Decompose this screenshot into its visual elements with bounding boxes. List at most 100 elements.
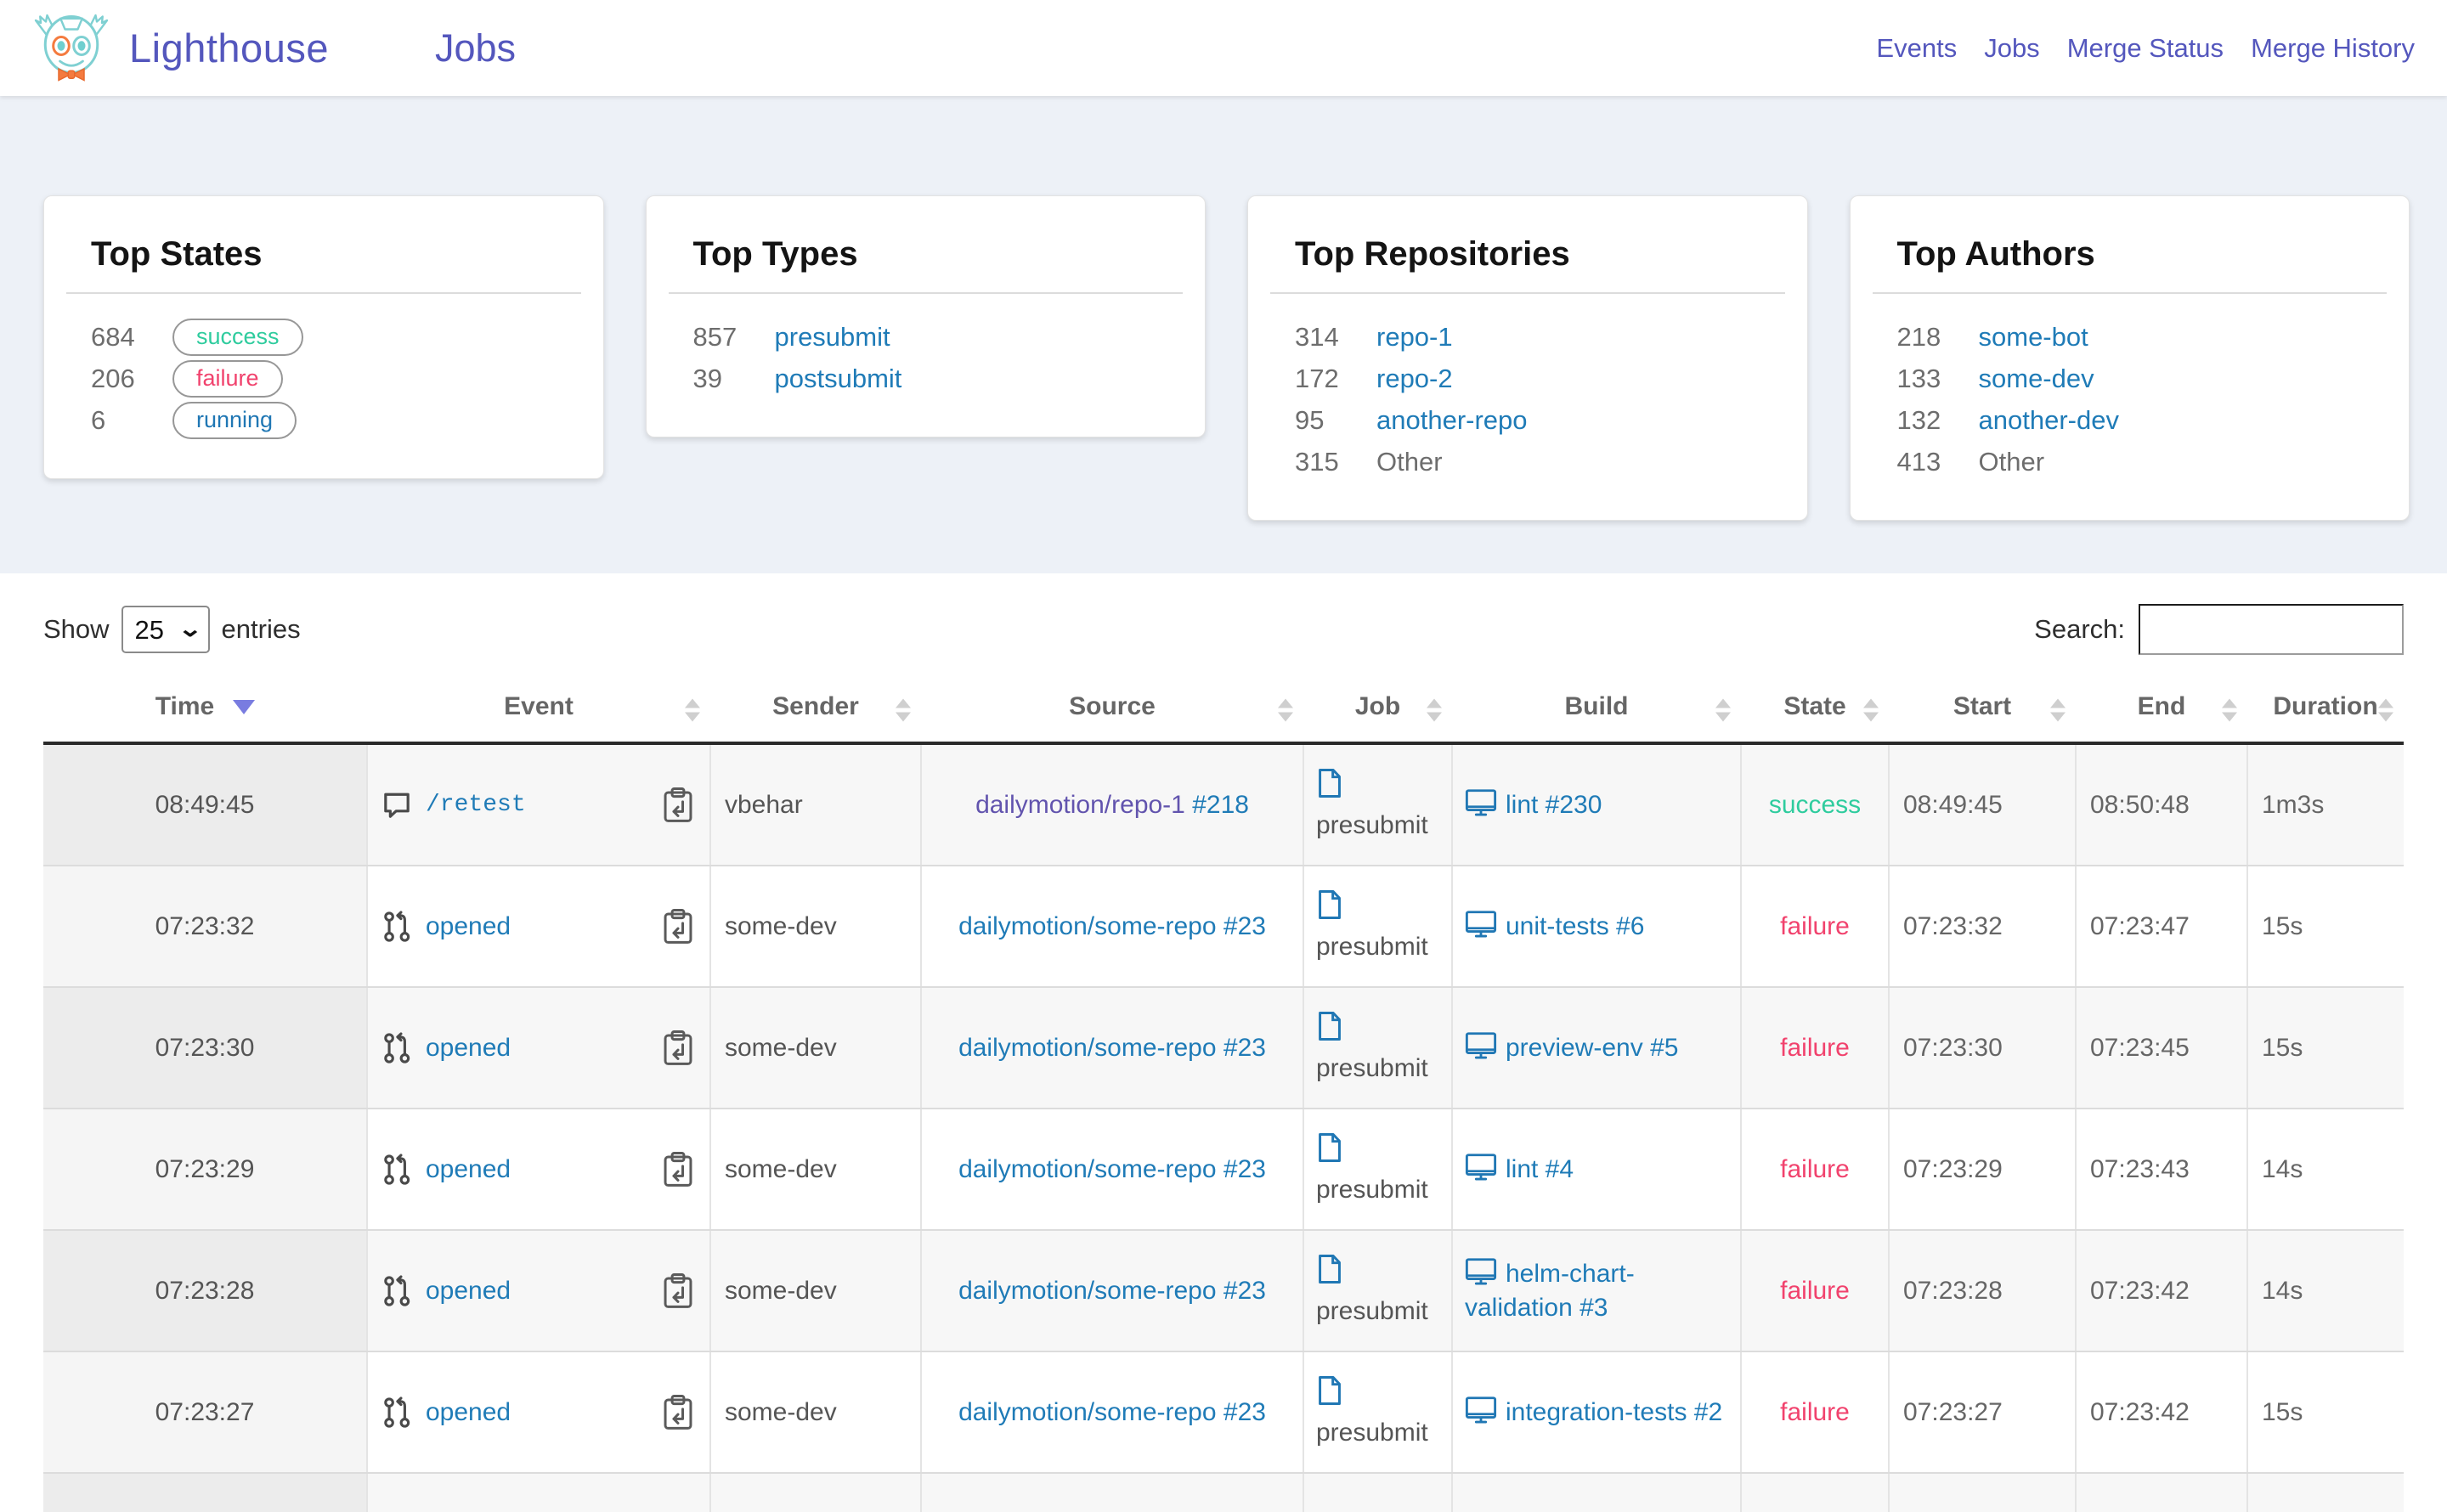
event-link[interactable]: opened — [426, 1276, 511, 1305]
card-top-states: Top States 684 success 206 failure 6 running — [43, 195, 604, 479]
card-item: 172 repo-2 — [1295, 358, 1760, 399]
file-icon — [1316, 1254, 1343, 1291]
build-link[interactable]: integration-tests #2 — [1506, 1397, 1723, 1426]
cell-event: opened — [366, 866, 710, 988]
cell-end: 07:23:43 — [2075, 1109, 2247, 1231]
nav-jobs-current[interactable]: Jobs — [434, 25, 517, 70]
source-link[interactable]: dailymotion/repo-1 #218 — [975, 790, 1249, 819]
search-control: Search: — [2034, 604, 2404, 655]
item-link[interactable]: repo-2 — [1376, 363, 1453, 393]
column-header-time[interactable]: Time — [43, 679, 367, 743]
page-size-select[interactable]: 25 — [121, 606, 210, 653]
card-divider — [1270, 292, 1785, 294]
cell-state: failure — [1740, 866, 1889, 988]
card-item: 132 another-dev — [1897, 399, 2363, 441]
top-nav-link-events[interactable]: Events — [1876, 32, 1958, 63]
pull-request-icon — [381, 1274, 412, 1307]
sort-both-icon — [1278, 698, 1293, 722]
item-link[interactable]: presubmit — [774, 321, 890, 352]
item-count: 172 — [1295, 363, 1339, 393]
clipboard-icon[interactable] — [660, 1029, 696, 1068]
event-link[interactable]: /retest — [426, 792, 526, 818]
event-link[interactable]: opened — [426, 911, 511, 940]
item-link[interactable]: repo-1 — [1376, 321, 1453, 352]
item-link[interactable]: another-repo — [1376, 404, 1528, 435]
clipboard-icon[interactable] — [660, 907, 696, 946]
entries-label: entries — [221, 614, 301, 644]
cell-source: dailymotion/some-repo #23 — [920, 1109, 1303, 1231]
sort-both-icon — [2222, 698, 2237, 722]
column-label: Sender — [772, 692, 859, 720]
item-link[interactable]: postsubmit — [774, 363, 902, 393]
source-link[interactable]: dailymotion/some-repo #23 — [958, 1033, 1266, 1062]
clipboard-icon[interactable] — [660, 1150, 696, 1189]
top-nav-link-merge-history[interactable]: Merge History — [2251, 32, 2415, 63]
event-link[interactable]: opened — [426, 1033, 511, 1062]
item-count: 133 — [1896, 363, 1941, 393]
cell-event: /retest — [366, 743, 710, 866]
cell-end: 08:50:48 — [2075, 743, 2247, 866]
cell-build: preview-env #5 — [1451, 987, 1741, 1109]
comment-icon — [381, 791, 412, 820]
item-link[interactable]: some-bot — [1978, 321, 2088, 352]
column-header-sender[interactable]: Sender — [710, 679, 921, 743]
item-count: 39 — [692, 363, 722, 393]
event-link[interactable]: opened — [426, 1154, 511, 1183]
sort-both-icon — [896, 698, 911, 722]
item-link[interactable]: another-dev — [1978, 404, 2119, 435]
brand[interactable]: Lighthouse — [31, 5, 329, 91]
item-count: 132 — [1896, 404, 1941, 435]
column-header-state[interactable]: State — [1741, 679, 1889, 743]
clipboard-icon[interactable] — [660, 1272, 696, 1311]
table-row: 07:23:27 opened some-dev dailymotion/some-r… — [43, 1351, 2404, 1474]
show-label: Show — [43, 614, 110, 644]
cell-event: opened — [366, 1351, 710, 1474]
column-label: Event — [504, 692, 574, 720]
column-header-build[interactable]: Build — [1452, 679, 1741, 743]
source-link[interactable]: dailymotion/some-repo #23 — [958, 1154, 1266, 1183]
column-header-job[interactable]: Job — [1303, 679, 1452, 743]
cell-sender: some-dev — [709, 866, 921, 988]
build-link[interactable]: lint #230 — [1506, 790, 1602, 819]
clipboard-icon[interactable] — [660, 1393, 696, 1432]
top-nav: Events Jobs Merge Status Merge History — [1876, 33, 2415, 64]
item-link[interactable]: some-dev — [1978, 363, 2094, 393]
sort-both-icon — [1427, 698, 1442, 722]
column-header-duration[interactable]: Duration — [2247, 679, 2404, 743]
source-link[interactable]: dailymotion/some-repo #23 — [958, 1276, 1266, 1305]
pull-request-icon — [381, 910, 412, 943]
event-link[interactable]: opened — [426, 1397, 511, 1426]
column-label: Duration — [2273, 692, 2378, 720]
monitor-icon — [1465, 910, 1506, 940]
card-title: Top Authors — [1896, 235, 2095, 273]
build-link[interactable]: unit-tests #6 — [1506, 911, 1645, 940]
source-link[interactable]: dailymotion/some-repo #23 — [958, 911, 1266, 940]
build-link[interactable]: preview-env #5 — [1506, 1033, 1679, 1062]
card-item: 684 success — [91, 316, 557, 358]
column-header-source[interactable]: Source — [921, 679, 1303, 743]
column-label: Job — [1354, 692, 1401, 720]
clipboard-icon[interactable] — [660, 786, 696, 825]
cell-state: failure — [1740, 987, 1889, 1109]
source-link[interactable]: dailymotion/some-repo #23 — [958, 1397, 1266, 1426]
card-item: 315 Other — [1295, 441, 1760, 482]
cell-sender: some-dev — [709, 987, 921, 1109]
search-input[interactable] — [2139, 604, 2404, 655]
table-row: 08:49:45/retest vbehar dailymotion/repo-1 … — [43, 743, 2404, 866]
partially-visible-row — [43, 1473, 2404, 1512]
top-nav-link-jobs[interactable]: Jobs — [1984, 32, 2040, 63]
column-header-start[interactable]: Start — [1889, 679, 2076, 743]
summary-cards: Top States 684 success 206 failure 6 running To… — [43, 195, 2410, 521]
card-title: Top Types — [692, 235, 858, 273]
cell-state: failure — [1740, 1109, 1889, 1231]
column-header-event[interactable]: Event — [367, 679, 710, 743]
cell-duration: 15s — [2246, 866, 2404, 988]
monitor-icon — [1465, 1257, 1506, 1288]
build-link[interactable]: lint #4 — [1506, 1154, 1574, 1183]
top-nav-link-merge-status[interactable]: Merge Status — [2066, 32, 2224, 63]
column-header-end[interactable]: End — [2076, 679, 2247, 743]
table-row: 07:23:29 opened some-dev dailymotion/some-r… — [43, 1109, 2404, 1231]
card-item: 857 presubmit — [693, 316, 1159, 358]
card-item: 206 failure — [91, 358, 557, 399]
cell-time: 07:23:27 — [43, 1351, 367, 1474]
